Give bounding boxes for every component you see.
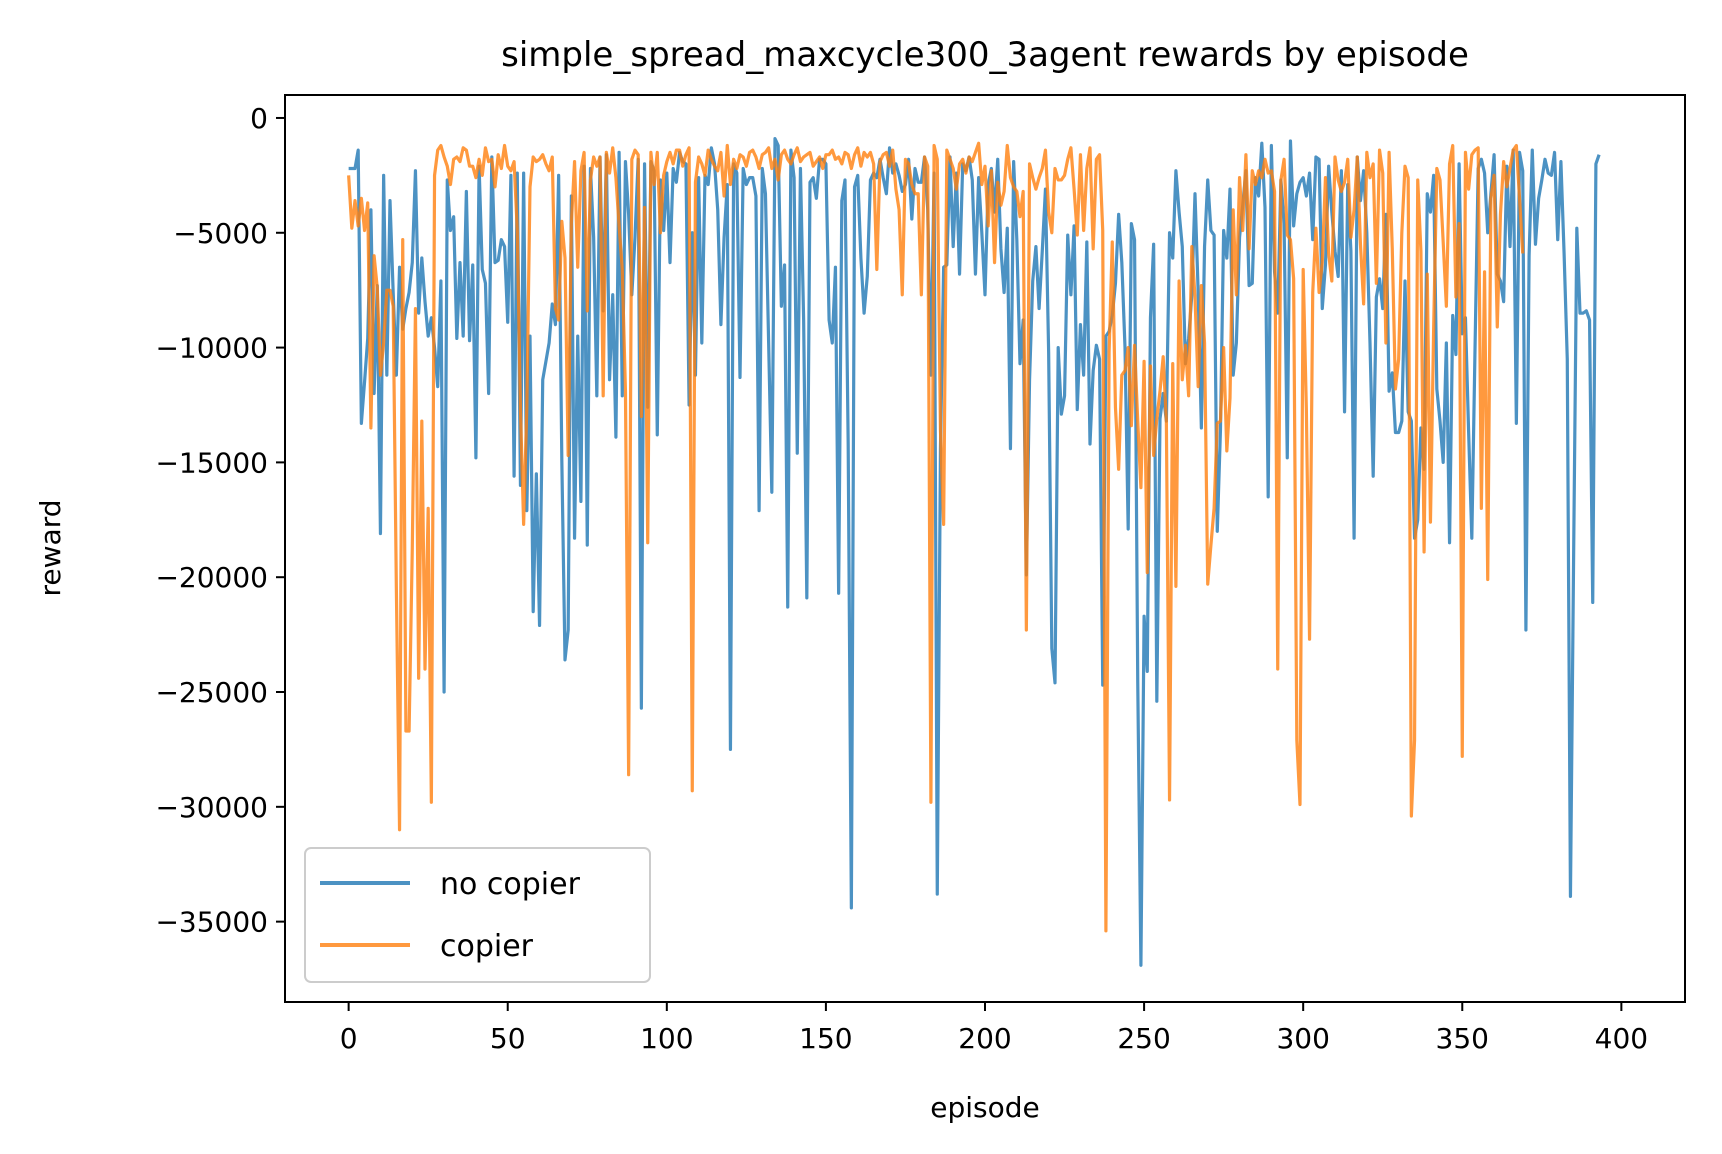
y-tick-label: −20000 [155, 561, 268, 594]
series-layer [347, 137, 1601, 967]
x-tick-label: 100 [640, 1022, 693, 1055]
y-axis: 0 −5000 −10000 −15000 −20000 −25000 −30000 −350… [155, 102, 285, 939]
y-tick-label: −10000 [155, 332, 268, 365]
legend: no copier copier [304, 847, 651, 983]
y-tick-label: −30000 [155, 791, 268, 824]
y-tick-label: 0 [250, 102, 268, 135]
x-tick-label: 0 [340, 1022, 358, 1055]
x-tick-label: 400 [1595, 1022, 1648, 1055]
x-tick-label: 250 [1117, 1022, 1170, 1055]
y-tick-label: −15000 [155, 446, 268, 479]
y-tick-label: −35000 [155, 906, 268, 939]
legend-label-no-copier: no copier [440, 867, 581, 902]
y-axis-label: reward [34, 500, 67, 597]
x-tick-label: 150 [799, 1022, 852, 1055]
x-tick-label: 350 [1436, 1022, 1489, 1055]
x-tick-label: 200 [958, 1022, 1011, 1055]
series-line-no-copier [348, 137, 1601, 967]
x-tick-label: 50 [490, 1022, 526, 1055]
series-line-copier [347, 141, 1525, 933]
y-tick-label: −5000 [173, 217, 268, 250]
x-tick-label: 300 [1276, 1022, 1329, 1055]
y-tick-label: −25000 [155, 676, 268, 709]
chart-title: simple_spread_maxcycle300_3agent rewards… [501, 35, 1469, 75]
legend-label-copier: copier [440, 929, 534, 964]
x-axis-label: episode [930, 1091, 1040, 1124]
x-axis: 0 50 100 150 200 250 300 350 400 [340, 1002, 1648, 1055]
